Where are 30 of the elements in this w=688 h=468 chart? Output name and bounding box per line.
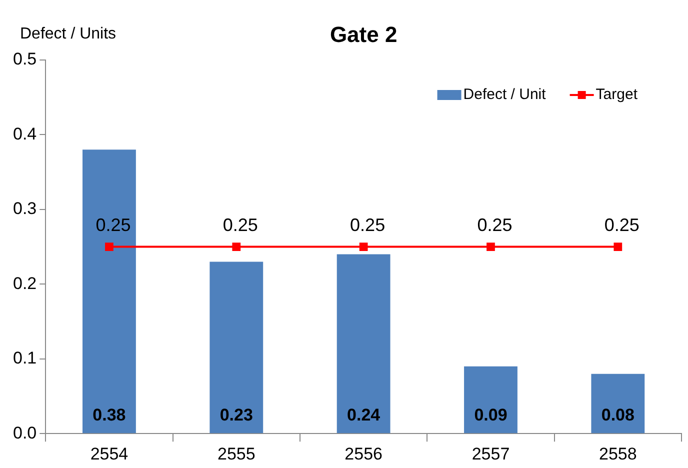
data-label: 0.23 [220,405,253,424]
bar [210,262,264,434]
y-tick-label: 0.5 [12,50,37,69]
y-tick-label: 0.4 [12,124,37,144]
x-tick-label: 2557 [472,444,510,464]
data-label: 0.25 [350,214,386,235]
data-label: 0.08 [601,405,634,424]
x-tick-label: 2556 [344,444,382,464]
data-label: 0.24 [347,405,381,424]
data-label: 0.38 [92,405,126,424]
x-tick-label: 2554 [90,444,128,464]
y-tick-label: 0.3 [12,199,37,218]
data-label: 0.25 [604,214,640,235]
y-tick-label: 0.1 [12,348,37,368]
bar [336,254,390,434]
bar [82,150,136,434]
chart-title: Gate 2 [330,22,398,48]
legend-label: Defect / Unit [463,86,547,104]
y-tick-label: 0.0 [12,423,37,442]
y-tick-label: 0.2 [12,274,37,293]
bar [591,374,645,434]
legend-label: Target [596,86,638,104]
data-label: 0.25 [96,214,131,235]
bar [464,366,518,434]
x-tick-label: 2555 [217,444,256,464]
data-label: 0.25 [222,214,258,235]
data-label: 0.09 [474,405,508,424]
y-axis-title: Defect / Units [20,25,116,42]
data-label: 0.25 [477,214,512,235]
x-tick-label: 2558 [599,444,637,464]
